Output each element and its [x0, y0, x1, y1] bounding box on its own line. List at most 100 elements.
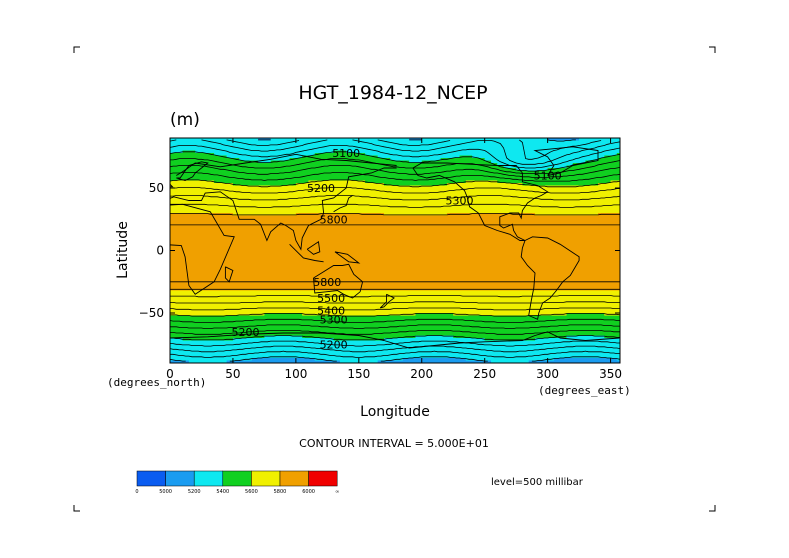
field-cell: [195, 188, 203, 192]
field-cell: [490, 305, 498, 309]
field-cell: [516, 273, 524, 277]
field-cell: [453, 160, 461, 164]
field-cell: [579, 245, 586, 249]
field-cell: [182, 235, 190, 239]
field-cell: [201, 310, 209, 314]
field-cell: [472, 260, 479, 264]
field-cell: [428, 140, 435, 144]
field-cell: [207, 225, 215, 229]
field-cell: [428, 295, 435, 299]
field-cell: [472, 283, 479, 287]
field-cell: [308, 270, 316, 274]
field-cell: [522, 220, 530, 224]
field-cell: [409, 175, 417, 179]
field-cell: [390, 263, 398, 267]
field-cell: [484, 238, 492, 242]
field-cell: [226, 295, 234, 299]
field-cell: [591, 233, 599, 237]
field-cell: [402, 208, 410, 212]
field-cell: [472, 198, 479, 202]
field-cell: [170, 233, 177, 237]
field-cell: [339, 190, 347, 194]
field-cell: [289, 180, 297, 184]
field-cell: [314, 188, 322, 192]
field-cell: [302, 248, 310, 252]
field-cell: [402, 173, 410, 177]
field-cell: [415, 295, 423, 299]
field-cell: [591, 225, 599, 229]
field-cell: [465, 188, 473, 192]
field-cell: [434, 220, 442, 224]
field-cell: [604, 220, 612, 224]
field-cell: [314, 245, 322, 249]
field-cell: [390, 248, 398, 252]
field-cell: [572, 308, 580, 312]
field-cell: [226, 238, 234, 242]
field-cell: [346, 193, 354, 197]
field-cell: [239, 243, 247, 247]
field-cell: [490, 140, 498, 144]
field-cell: [572, 305, 580, 309]
field-cell: [522, 265, 530, 269]
field-cell: [616, 208, 620, 212]
field-cell: [553, 178, 561, 182]
field-cell: [188, 213, 196, 217]
field-cell: [352, 173, 360, 177]
field-cell: [616, 295, 620, 299]
field-cell: [428, 145, 435, 149]
field-cell: [226, 220, 234, 224]
field-cell: [522, 215, 530, 219]
field-cell: [232, 173, 240, 177]
field-cell: [195, 245, 203, 249]
field-cell: [478, 258, 486, 262]
field-cell: [465, 305, 473, 309]
field-cell: [446, 165, 454, 169]
field-cell: [610, 263, 618, 267]
field-cell: [503, 220, 511, 224]
field-cell: [446, 220, 454, 224]
field-cell: [188, 258, 196, 262]
field-cell: [302, 255, 310, 259]
field-cell: [321, 183, 328, 187]
field-cell: [490, 248, 498, 252]
field-cell: [490, 258, 498, 262]
field-cell: [390, 208, 398, 212]
field-cell: [283, 138, 291, 142]
field-cell: [465, 248, 473, 252]
field-cell: [321, 195, 328, 199]
field-cell: [446, 160, 454, 164]
field-cell: [585, 273, 593, 277]
field-cell: [358, 303, 366, 307]
field-cell: [188, 265, 196, 269]
field-cell: [232, 305, 240, 309]
field-cell: [440, 283, 448, 287]
field-cell: [289, 205, 297, 209]
field-cell: [597, 158, 605, 162]
field-cell: [308, 303, 316, 307]
field-cell: [591, 263, 599, 267]
field-cell: [383, 143, 391, 147]
field-cell: [365, 235, 372, 239]
field-cell: [339, 270, 347, 274]
field-cell: [390, 255, 398, 259]
field-cell: [333, 200, 341, 204]
field-cell: [245, 263, 253, 267]
field-cell: [245, 265, 253, 269]
field-cell: [566, 305, 574, 309]
field-cell: [365, 238, 372, 242]
field-cell: [459, 278, 467, 282]
field-cell: [579, 183, 586, 187]
field-cell: [566, 258, 574, 262]
field-cell: [352, 298, 360, 302]
field-cell: [339, 278, 347, 282]
field-cell: [402, 180, 410, 184]
field-cell: [566, 298, 574, 302]
field-cell: [371, 258, 379, 262]
field-cell: [377, 270, 385, 274]
field-cell: [585, 145, 593, 149]
field-cell: [207, 260, 215, 264]
field-cell: [453, 265, 461, 269]
field-cell: [377, 250, 385, 254]
field-cell: [170, 160, 177, 164]
field-cell: [352, 178, 360, 182]
